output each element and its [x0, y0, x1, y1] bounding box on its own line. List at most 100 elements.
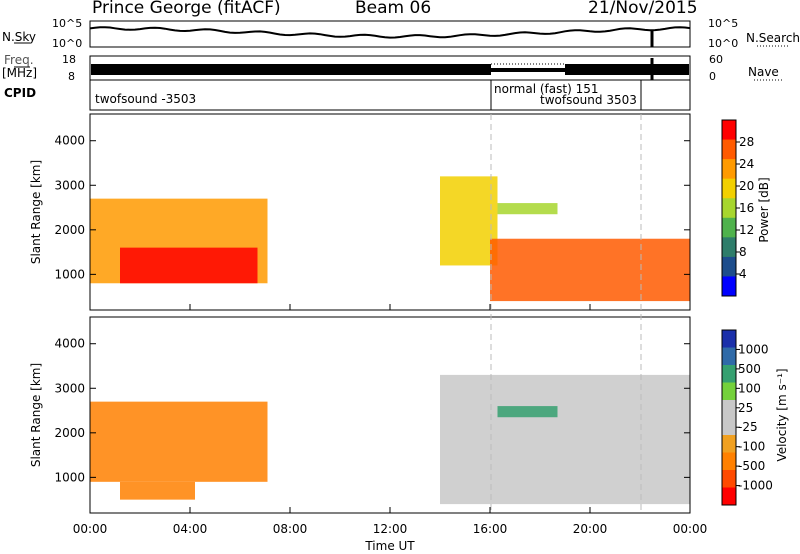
- velocity-panel: 1000 2000 3000 4000 Slant Range [km]: [29, 316, 691, 514]
- beam-label: Beam 06: [355, 0, 432, 18]
- velocity-y-axis: 1000 2000 3000 4000: [54, 337, 690, 484]
- cpid-segment-3: twofsound 3503: [540, 93, 637, 107]
- power-x-ticks: [89, 304, 691, 310]
- velocity-cbar-tick-label-6: -500: [738, 459, 765, 473]
- velocity-ytick-label-1: 2000: [54, 426, 85, 440]
- power-y-axis-label: Slant Range [km]: [29, 160, 43, 264]
- power-cbar-tick-label-2: 20: [739, 179, 754, 193]
- velocity-ytick-label-3: 4000: [54, 337, 85, 351]
- velocity-cbar-swatch-3: [722, 382, 736, 401]
- freq-left-tick-high: 18: [62, 53, 76, 66]
- freq-bar-normal: [491, 68, 565, 72]
- power-ytick-label-0: 1000: [54, 267, 85, 281]
- velocity-cbar-swatch-0: [722, 330, 736, 348]
- power-cbar-swatch-3: [722, 178, 736, 199]
- velocity-echo-region-3: [497, 406, 558, 418]
- power-colorbar-label: Power [dB]: [757, 177, 771, 242]
- velocity-cbar-tick-label-1: 500: [738, 362, 761, 376]
- freq-label-top: Freq.: [4, 53, 34, 67]
- noise-trace: [89, 26, 691, 39]
- power-ytick-label-2: 3000: [54, 178, 85, 192]
- velocity-cbar-swatch-7: [722, 452, 736, 471]
- velocity-echo-region-1: [120, 481, 195, 500]
- velocity-ytick-label-0: 1000: [54, 470, 85, 484]
- freq-bar-late: [565, 64, 689, 75]
- x-tick-labels: 00:00 04:00 08:00 12:00 16:00 20:00 00:00: [73, 522, 708, 536]
- x-tick-label-6: 00:00: [673, 522, 708, 536]
- velocity-cbar-swatch-4: [722, 400, 736, 418]
- power-echo-region-4: [497, 203, 558, 215]
- noise-right-tick-low: 10^0: [708, 37, 739, 50]
- power-cbar-tick-label-6: 4: [739, 267, 747, 281]
- nave-label: Nave: [748, 65, 779, 79]
- velocity-echo-region-0: [90, 401, 268, 482]
- power-cbar-tick-label-1: 24: [739, 157, 754, 171]
- velocity-cbar-tick-label-5: -100: [738, 440, 765, 454]
- x-tick-label-2: 08:00: [273, 522, 308, 536]
- power-colorbar: 28 24 20 16 12 8 4: [721, 119, 754, 297]
- velocity-cbar-tick-label-0: 1000: [738, 342, 769, 356]
- velocity-cbar-tick-label-3: 25: [738, 401, 753, 415]
- power-cbar-tick-label-4: 12: [739, 223, 754, 237]
- cpid-label: CPID: [4, 86, 37, 100]
- x-tick-label-3: 12:00: [373, 522, 408, 536]
- velocity-cbar-swatch-6: [722, 435, 736, 453]
- noise-panel: [14, 20, 790, 48]
- velocity-cbar-swatch-1: [722, 347, 736, 366]
- power-cbar-swatch-5: [722, 217, 736, 238]
- cpid-segment-1: twofsound -3503: [95, 92, 197, 106]
- power-cbar-swatch-4: [722, 198, 736, 219]
- velocity-cbar-frame: [721, 329, 737, 506]
- power-panel: 1000 2000 3000 4000 Slant Range [km]: [29, 113, 691, 311]
- power-cbar-tick-label-0: 28: [739, 135, 754, 149]
- velocity-cbar-tick-label-4: -25: [738, 420, 758, 434]
- power-echo-region-2: [440, 176, 498, 266]
- velocity-ytick-label-2: 3000: [54, 381, 85, 395]
- noise-right-tick-high: 10^5: [708, 17, 739, 30]
- noise-left-tick-low: 10^0: [52, 37, 83, 50]
- power-echo-region-3: [490, 238, 690, 302]
- station-title: Prince George (fitACF): [92, 0, 281, 18]
- velocity-cbar-tick-label-2: 100: [738, 381, 761, 395]
- x-tick-label-1: 04:00: [173, 522, 208, 536]
- x-tick-label-5: 20:00: [573, 522, 608, 536]
- power-ytick-label-3: 4000: [54, 134, 85, 148]
- freq-bar-twofsound: [91, 64, 491, 75]
- nsky-label: N.Sky: [2, 30, 37, 44]
- velocity-y-axis-label: Slant Range [km]: [29, 363, 43, 467]
- cpid-segment-2: normal (fast) 151: [494, 82, 599, 96]
- nsearch-label: N.Search: [746, 31, 800, 45]
- velocity-echo-region-2: [440, 374, 690, 505]
- power-y-axis: 1000 2000 3000 4000: [54, 134, 690, 281]
- power-echo-region-1: [120, 247, 258, 284]
- velocity-cbar-tick-label-7: -1000: [738, 479, 773, 493]
- velocity-cbar-swatch-2: [722, 365, 736, 383]
- freq-right-tick-low: 0: [709, 70, 716, 83]
- power-cbar-swatch-8: [722, 276, 736, 297]
- x-tick-label-4: 16:00: [473, 522, 508, 536]
- power-cbar-swatch-0: [722, 120, 736, 141]
- power-cbar-swatch-6: [722, 237, 736, 258]
- velocity-colorbar-label: Velocity [m s⁻¹]: [775, 368, 789, 461]
- freq-right-tick-high: 60: [709, 53, 723, 66]
- velocity-echoes: [90, 374, 690, 505]
- freq-panel: [14, 55, 784, 81]
- freq-label-bottom: [MHz]: [2, 66, 38, 80]
- cpid-panel: [89, 79, 691, 111]
- velocity-colorbar: 1000 500 100 25 -25 -100 -500 -1000: [721, 329, 773, 506]
- power-cbar-swatch-7: [722, 256, 736, 277]
- date-label: 21/Nov/2015: [588, 0, 698, 18]
- velocity-cbar-swatch-9: [722, 487, 736, 506]
- velocity-cbar-swatch-5: [722, 417, 736, 436]
- x-axis-label: Time UT: [364, 539, 415, 553]
- power-echoes: [90, 176, 690, 302]
- power-cbar-swatch-1: [722, 139, 736, 160]
- velocity-cbar-swatch-8: [722, 470, 736, 488]
- x-tick-label-0: 00:00: [73, 522, 108, 536]
- noise-left-tick-high: 10^5: [52, 17, 83, 30]
- power-cbar-tick-label-3: 16: [739, 201, 754, 215]
- power-cbar-swatch-2: [722, 159, 736, 180]
- velocity-x-ticks: [89, 507, 691, 513]
- power-cbar-tick-label-5: 8: [739, 245, 747, 259]
